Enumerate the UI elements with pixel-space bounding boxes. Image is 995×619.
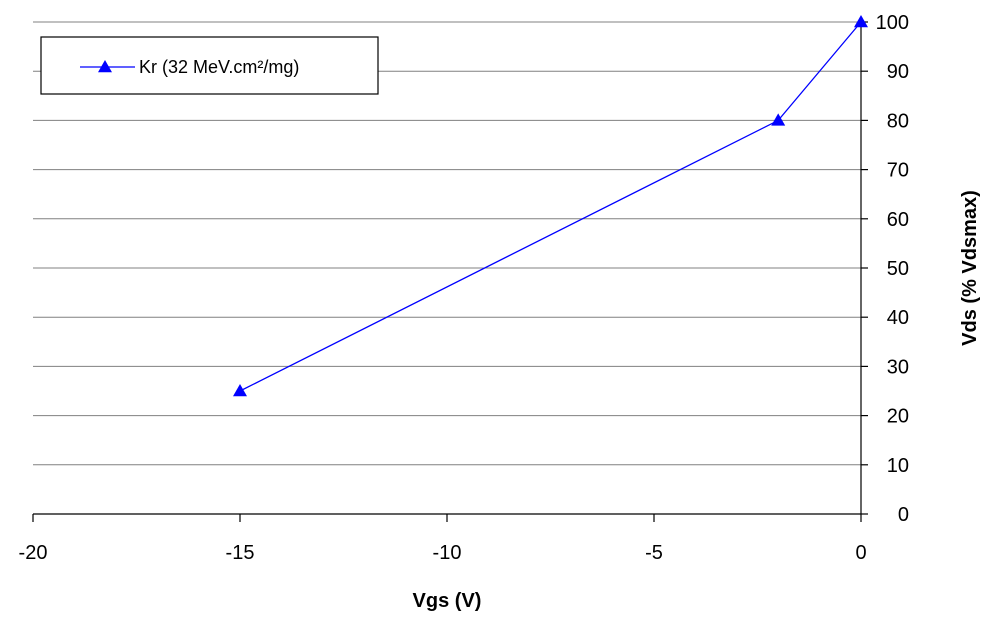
gridlines (33, 21, 861, 466)
y-tick-label: 90 (887, 61, 909, 83)
y-tick-label: 100 (876, 12, 909, 34)
data-point-marker (771, 113, 786, 126)
y-tick-label: 30 (887, 356, 909, 378)
x-tick-label: -5 (645, 542, 663, 564)
legend-entry-label: Kr (32 MeV.cm²/mg) (139, 57, 299, 77)
legend-marker-triangle (98, 60, 112, 73)
x-ticks: -20 -15 -10 -5 0 (19, 514, 867, 564)
series-group (233, 15, 868, 397)
x-tick-label: 0 (855, 542, 866, 564)
x-tick-label: -20 (19, 542, 48, 564)
data-point-marker (233, 384, 247, 397)
y-tick-label: 40 (887, 307, 909, 329)
y-tick-label: 10 (887, 455, 909, 477)
y-tick-label: 80 (887, 110, 909, 132)
y-ticks: 0 10 20 30 40 50 60 70 80 90 100 (861, 12, 909, 526)
y-tick-label: 0 (898, 504, 909, 526)
y-axis-title: Vds (% Vdsmax) (959, 190, 981, 346)
data-point-marker (854, 15, 868, 28)
y-tick-label: 70 (887, 160, 909, 182)
x-tick-label: -10 (433, 542, 462, 564)
x-tick-label: -15 (226, 542, 255, 564)
y-tick-label: 50 (887, 258, 909, 280)
y-tick-label: 60 (887, 209, 909, 231)
x-axis-title: Vgs (V) (413, 590, 482, 612)
y-tick-label: 20 (887, 406, 909, 428)
legend: Kr (32 MeV.cm²/mg) (40, 36, 379, 95)
legend-box (40, 36, 379, 95)
